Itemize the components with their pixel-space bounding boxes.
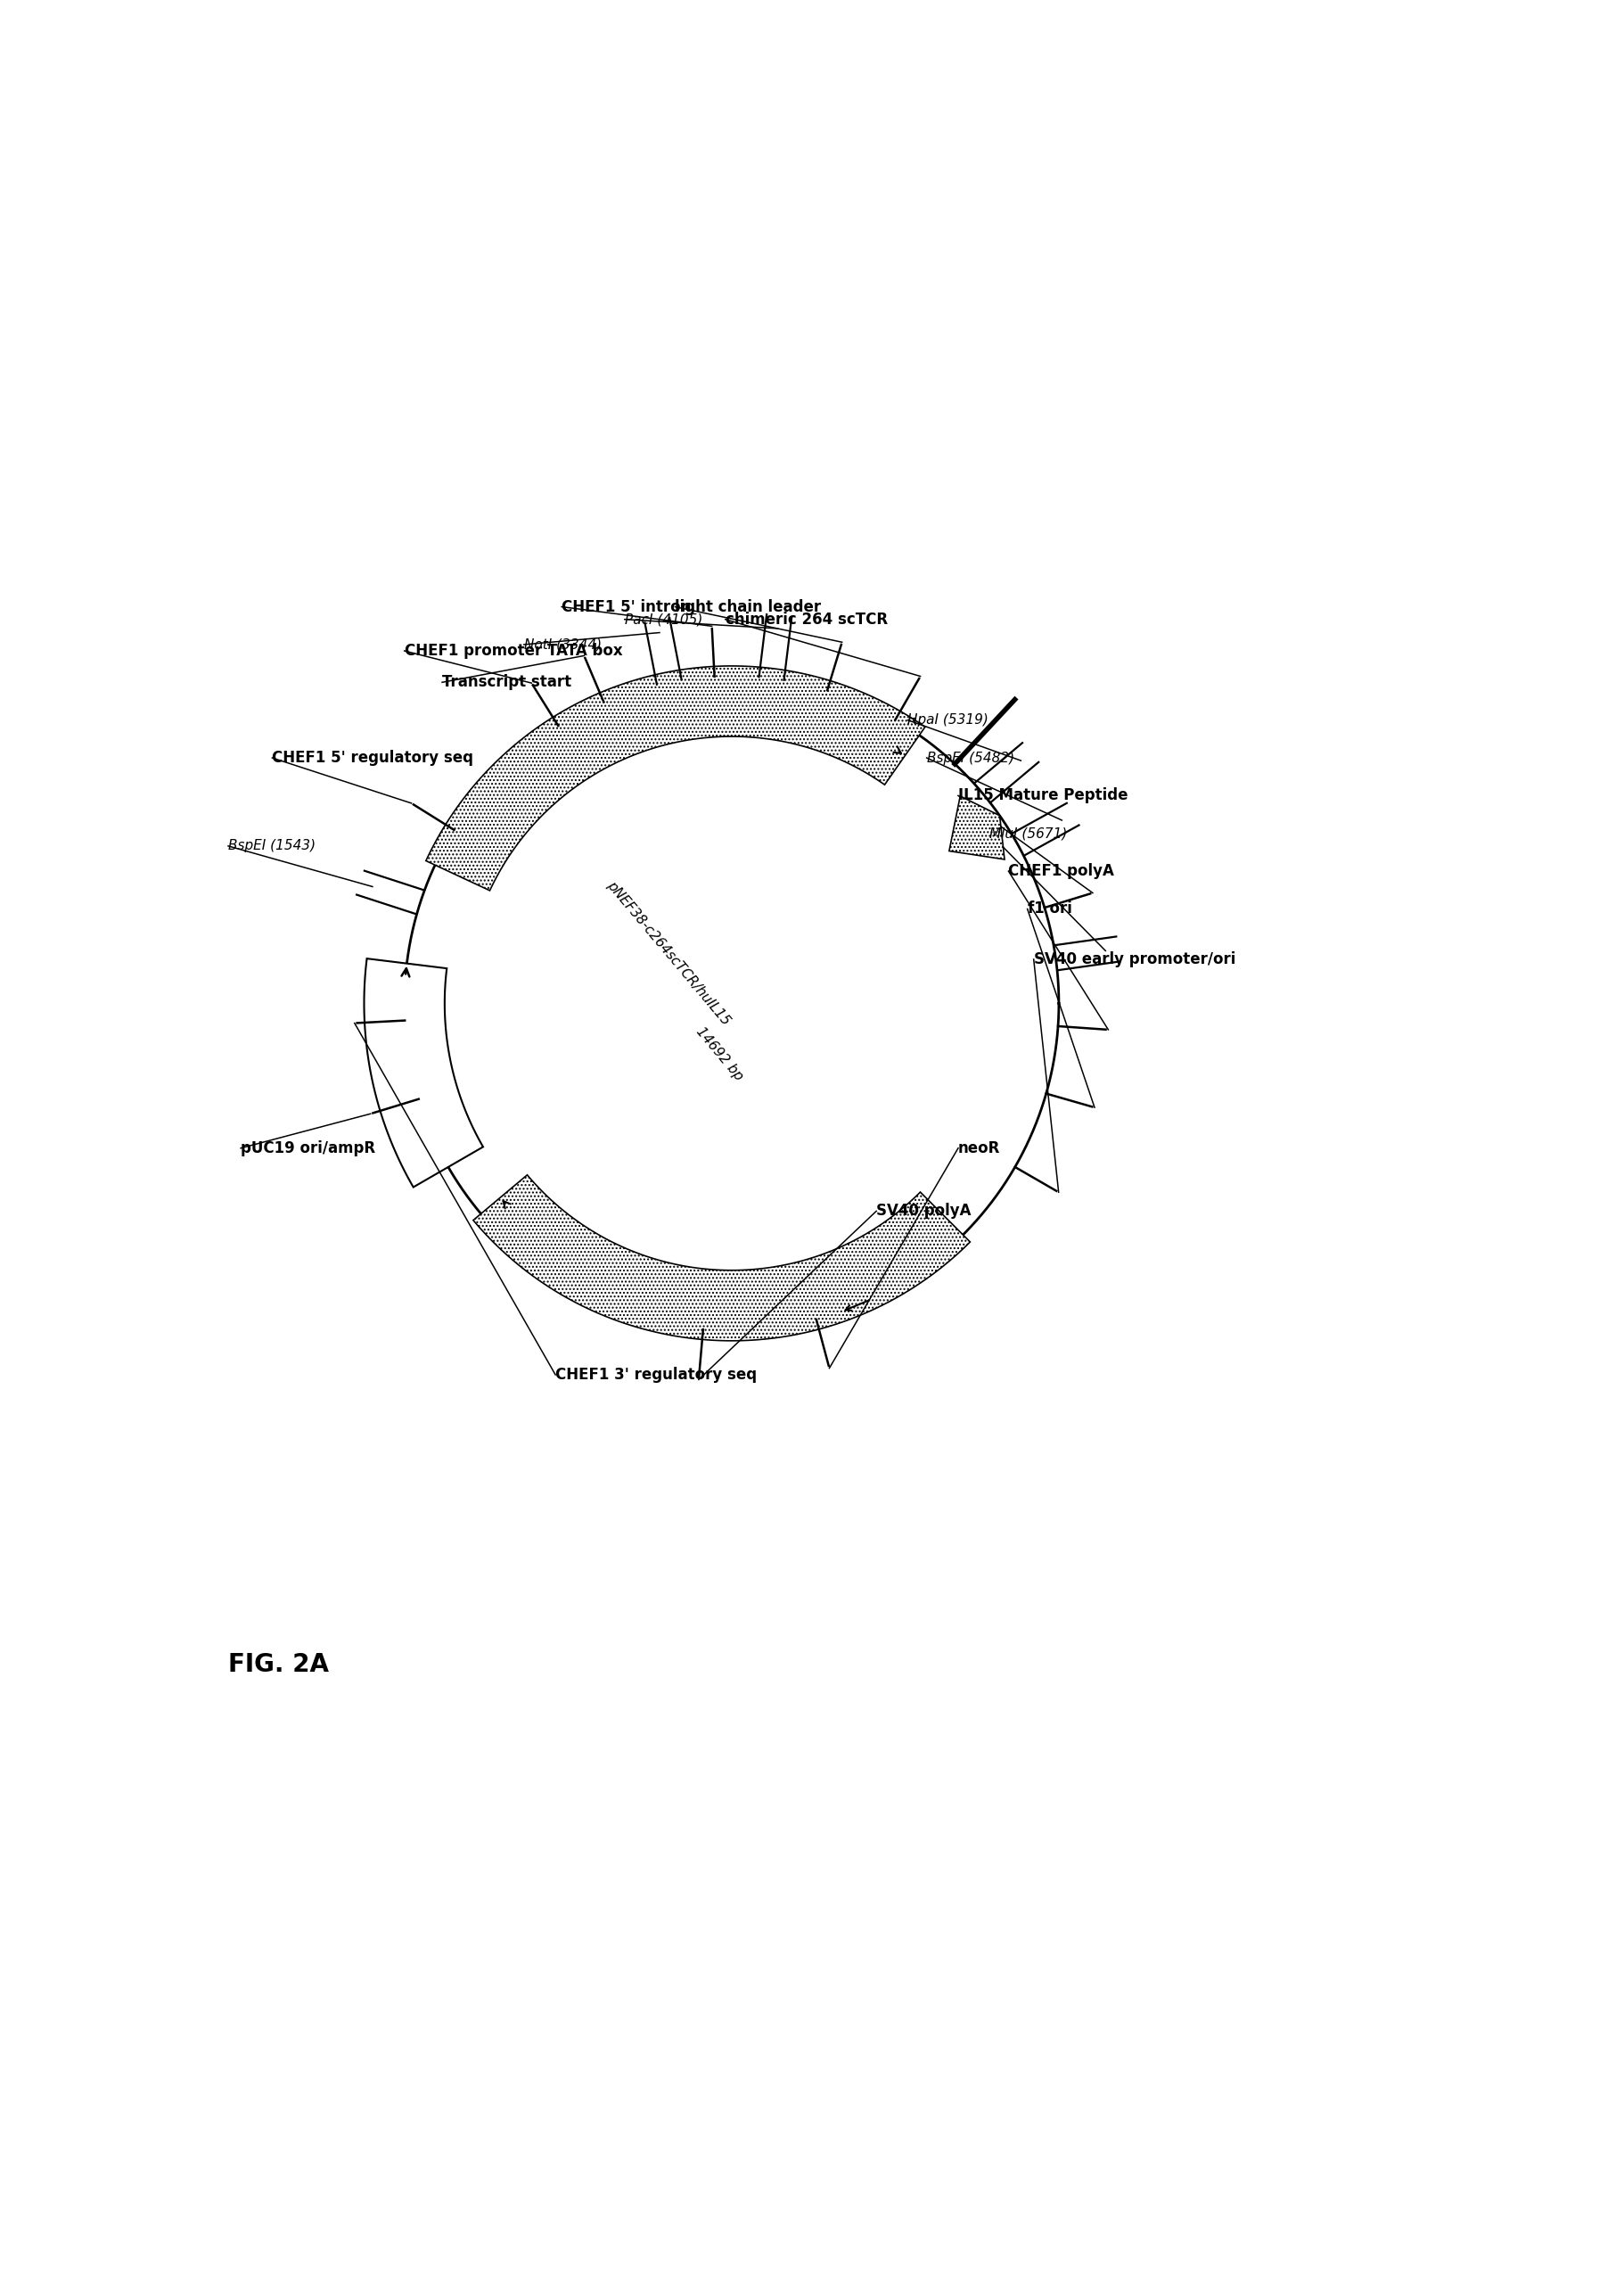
Text: BspEI (1543): BspEI (1543): [227, 839, 315, 853]
Text: CHEF1 5' regulatory seq: CHEF1 5' regulatory seq: [273, 750, 474, 766]
Text: MluI (5671): MluI (5671): [989, 828, 1067, 839]
Text: BspEI (5482): BspEI (5482): [927, 752, 1013, 764]
Text: PacI (4105): PacI (4105): [625, 613, 703, 626]
Text: FIG. 2A: FIG. 2A: [227, 1653, 330, 1678]
Text: Transcript start: Transcript start: [442, 674, 572, 690]
Polygon shape: [948, 796, 1005, 860]
Text: HpaI (5319): HpaI (5319): [908, 713, 989, 727]
Polygon shape: [364, 958, 482, 1186]
Text: CHEF1 promoter TATA box: CHEF1 promoter TATA box: [404, 642, 622, 658]
Text: 14692 bp: 14692 bp: [693, 1024, 745, 1084]
Text: IL15 Mature Peptide: IL15 Mature Peptide: [958, 789, 1129, 805]
Polygon shape: [425, 665, 926, 892]
Text: f1 ori: f1 ori: [1028, 901, 1072, 917]
Text: CHEF1 polyA: CHEF1 polyA: [1009, 864, 1114, 880]
Text: CHEF1 5' intron: CHEF1 5' intron: [562, 599, 692, 615]
Text: pUC19 ori/ampR: pUC19 ori/ampR: [240, 1141, 375, 1157]
Text: pNEF38-c264scTCR/huIL15: pNEF38-c264scTCR/huIL15: [604, 878, 732, 1029]
Text: chimeric 264 scTCR: chimeric 264 scTCR: [726, 610, 888, 626]
Text: SV40 polyA: SV40 polyA: [877, 1202, 971, 1218]
Text: NotI (3344): NotI (3344): [525, 638, 601, 652]
Polygon shape: [473, 1175, 970, 1342]
Text: light chain leader: light chain leader: [676, 599, 822, 615]
Text: CHEF1 3' regulatory seq: CHEF1 3' regulatory seq: [555, 1367, 757, 1383]
Text: SV40 early promoter/ori: SV40 early promoter/ori: [1033, 951, 1236, 967]
Text: neoR: neoR: [958, 1141, 1000, 1157]
